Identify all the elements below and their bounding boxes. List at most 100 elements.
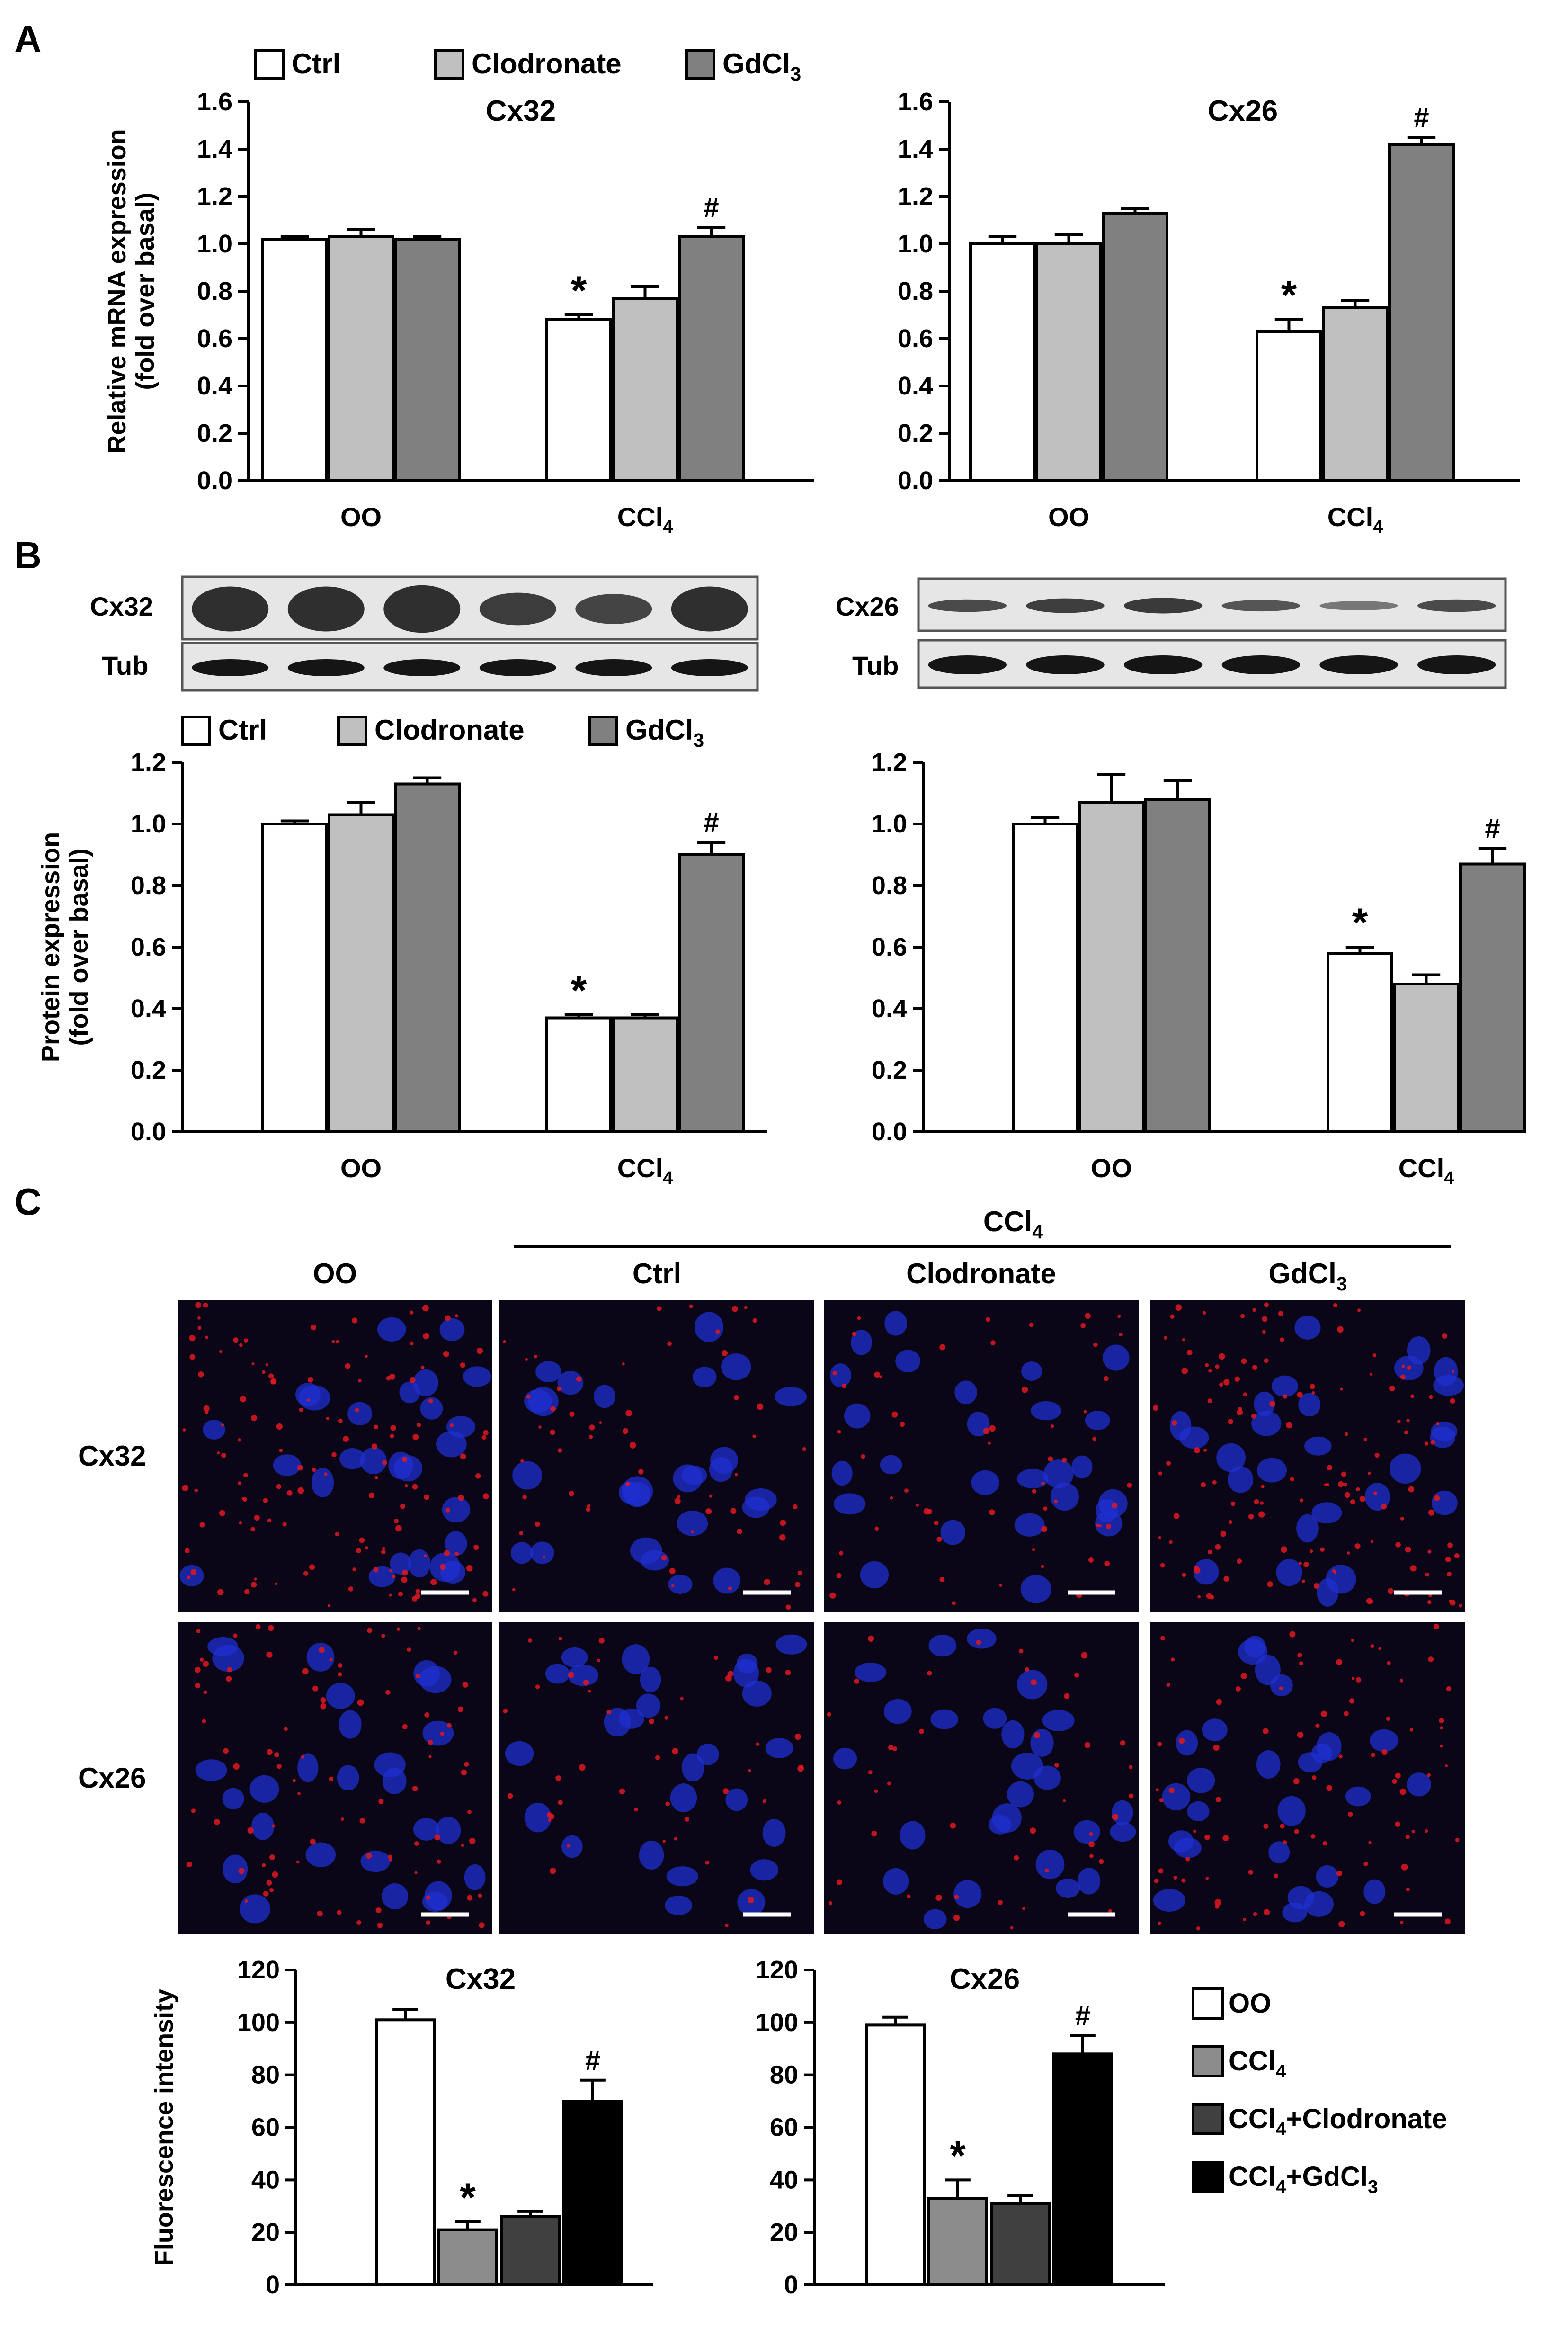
- nucleus: [337, 1765, 359, 1791]
- junction-signal: [1098, 1859, 1104, 1864]
- junction-signal: [1074, 1672, 1079, 1678]
- junction-signal: [1112, 1814, 1119, 1820]
- junction-signal: [619, 1789, 625, 1795]
- nucleus: [692, 1367, 717, 1387]
- junction-signal: [437, 1859, 441, 1864]
- nucleus: [940, 1520, 966, 1545]
- junction-signal: [276, 1423, 283, 1430]
- micrograph-Cx32-Clodronate: [824, 1300, 1139, 1612]
- junction-signal: [1089, 1832, 1093, 1836]
- junction-signal: [467, 1809, 472, 1814]
- nucleus: [1294, 1316, 1321, 1340]
- blot-band: [575, 659, 652, 676]
- y-tick-label: 0.4: [872, 994, 907, 1023]
- junction-signal: [1367, 1471, 1371, 1475]
- nucleus: [670, 1783, 697, 1812]
- junction-signal: [1258, 1511, 1265, 1518]
- x-category-label: CCl4​: [617, 502, 673, 537]
- y-tick-label: 60: [251, 2113, 280, 2142]
- junction-signal: [1031, 1679, 1037, 1686]
- junction-signal: [1434, 1495, 1440, 1502]
- junction-signal: [331, 1452, 337, 1457]
- junction-signal: [1395, 1821, 1400, 1827]
- junction-signal: [1370, 1373, 1373, 1376]
- junction-signal: [458, 1494, 464, 1501]
- junction-signal: [799, 1764, 804, 1769]
- junction-signal: [1157, 1742, 1162, 1747]
- nucleus: [639, 1840, 664, 1870]
- nucleus: [831, 1460, 853, 1486]
- junction-signal: [1447, 1542, 1453, 1548]
- junction-signal: [649, 1718, 654, 1724]
- y-axis-label-line: Protein expression: [36, 832, 65, 1062]
- blot-label: Cx32: [90, 591, 153, 621]
- junction-signal: [423, 1333, 429, 1340]
- junction-signal: [476, 1347, 483, 1354]
- junction-signal: [1205, 1363, 1209, 1367]
- junction-signal: [1454, 1553, 1460, 1559]
- nucleus: [742, 1680, 772, 1707]
- nucleus: [1035, 1849, 1065, 1880]
- junction-signal: [868, 1635, 874, 1642]
- junction-signal: [1182, 1338, 1185, 1342]
- junction-signal: [952, 1601, 956, 1605]
- junction-signal: [1401, 1364, 1405, 1368]
- junction-signal: [837, 1800, 842, 1805]
- nucleus: [179, 1565, 204, 1586]
- junction-signal: [475, 1473, 481, 1479]
- nucleus: [992, 1803, 1022, 1833]
- blot-cx32: [181, 575, 759, 641]
- junction-signal: [715, 1329, 720, 1334]
- junction-signal: [1322, 1841, 1327, 1846]
- junction-signal: [674, 1498, 681, 1504]
- junction-signal: [227, 1667, 232, 1673]
- junction-signal: [1338, 1481, 1344, 1487]
- significance-mark: #: [1075, 2001, 1090, 2032]
- nucleus: [535, 1361, 561, 1383]
- y-axis-label: Fluorescence intensity: [150, 1989, 178, 2266]
- junction-signal: [203, 1405, 210, 1412]
- nucleus: [775, 1634, 807, 1655]
- y-tick-label: 0.2: [872, 1056, 907, 1084]
- legend-label-ctrl: Ctrl: [218, 714, 267, 746]
- junction-signal: [587, 1504, 591, 1508]
- junction-signal: [861, 1454, 865, 1459]
- bar-gdcl3-oo: [394, 238, 461, 482]
- junction-signal: [374, 1424, 378, 1430]
- junction-signal: [1194, 1567, 1201, 1574]
- junction-signal: [375, 1907, 382, 1914]
- junction-signal: [1359, 1911, 1365, 1917]
- junction-signal: [752, 1434, 756, 1439]
- junction-signal: [1446, 1686, 1452, 1692]
- junction-signal: [586, 1507, 591, 1512]
- junction-signal: [634, 1808, 638, 1812]
- bar-clodronate-ccl4: [1322, 306, 1389, 482]
- junction-signal: [250, 1582, 257, 1588]
- junction-signal: [268, 1373, 274, 1379]
- junction-signal: [520, 1459, 524, 1463]
- junction-signal: [757, 1403, 764, 1410]
- junction-signal: [1202, 1311, 1206, 1315]
- junction-signal: [1104, 1561, 1110, 1566]
- junction-signal: [1433, 1624, 1439, 1629]
- blot-band: [1319, 601, 1398, 610]
- junction-signal: [1264, 1358, 1269, 1363]
- junction-signal: [989, 1425, 996, 1432]
- y-tick-label: 0.2: [898, 419, 933, 448]
- junction-signal: [1215, 1904, 1220, 1909]
- junction-signal: [1158, 1536, 1162, 1539]
- junction-signal: [1159, 1798, 1164, 1802]
- x-category-label: OO: [340, 502, 382, 532]
- junction-signal: [1200, 1482, 1206, 1488]
- junction-signal: [415, 1674, 420, 1679]
- nucleus: [424, 1881, 452, 1910]
- junction-signal: [483, 1430, 489, 1436]
- junction-signal: [1286, 1422, 1292, 1429]
- junction-signal: [1427, 1773, 1431, 1777]
- junction-signal: [426, 1920, 431, 1925]
- junction-signal: [1050, 1424, 1054, 1428]
- junction-signal: [365, 1354, 368, 1358]
- junction-signal: [393, 1519, 399, 1524]
- blot-band: [287, 586, 365, 632]
- nucleus: [640, 1666, 661, 1692]
